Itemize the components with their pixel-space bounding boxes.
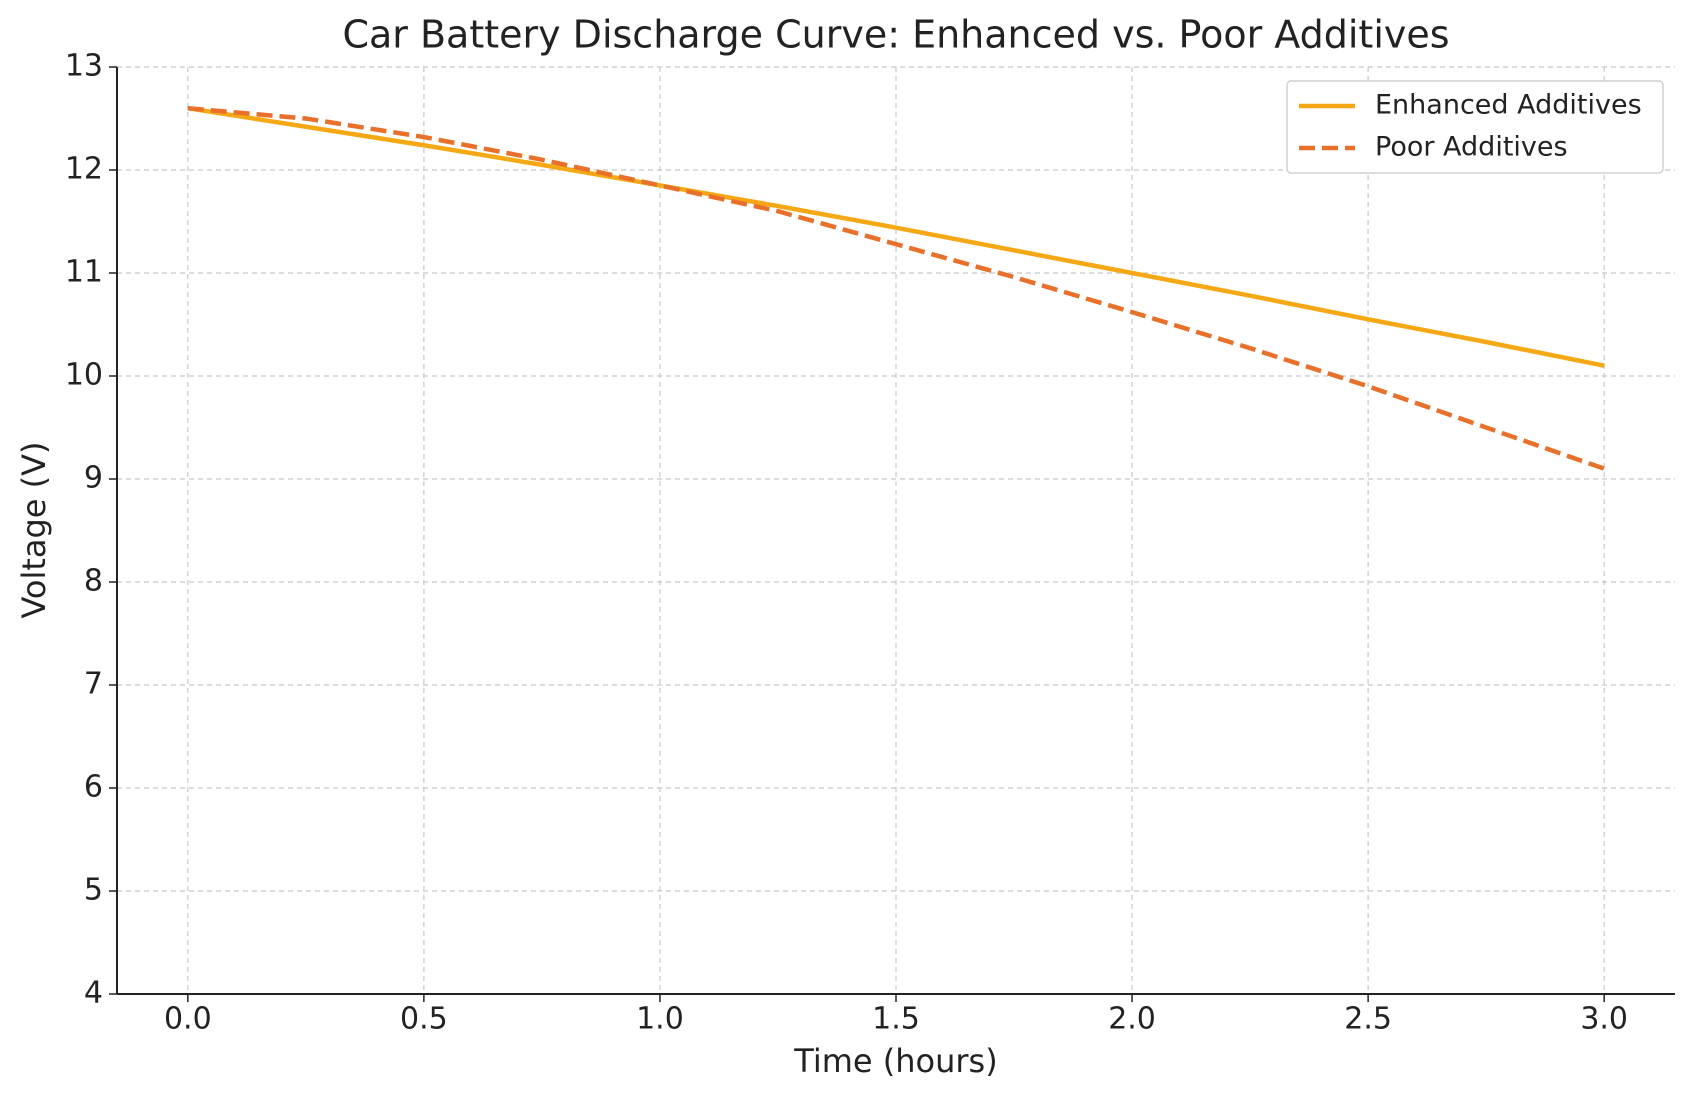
y-tick-label: 9 [84,461,103,496]
legend-label: Enhanced Additives [1375,90,1642,121]
legend-label: Poor Additives [1375,132,1568,163]
x-tick-label: 2.0 [1108,1002,1156,1037]
y-tick-label: 8 [84,564,103,599]
y-tick-label: 5 [84,873,103,908]
x-axis-label: Time (hours) [793,1042,997,1080]
y-tick-label: 7 [84,667,103,702]
y-tick-label: 10 [65,358,103,393]
y-tick-label: 4 [84,976,103,1011]
y-tick-label: 6 [84,770,103,805]
y-axis-label: Voltage (V) [15,441,53,618]
x-tick-label: 3.0 [1580,1002,1628,1037]
legend-box [1286,80,1664,174]
y-tick-label: 12 [65,152,103,187]
x-tick-label: 2.5 [1344,1002,1392,1037]
y-tick-label: 11 [65,255,103,290]
x-tick-label: 1.5 [872,1002,920,1037]
x-tick-label: 0.5 [400,1002,448,1037]
chart-title: Car Battery Discharge Curve: Enhanced vs… [342,13,1449,57]
x-tick-label: 1.0 [636,1002,684,1037]
series-line [187,105,1605,471]
series-line [187,105,1605,368]
y-tick-label: 13 [65,49,103,84]
x-tick-label: 0.0 [164,1002,212,1037]
